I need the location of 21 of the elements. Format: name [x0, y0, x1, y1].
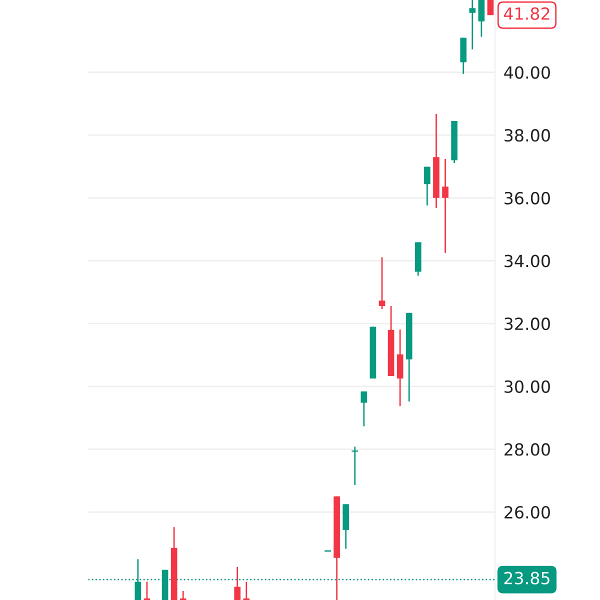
candlestick — [478, 0, 485, 38]
candlestick — [180, 590, 186, 600]
candlestick — [442, 158, 448, 254]
y-tick-label: 28.00 — [504, 443, 550, 456]
y-tick-label: 40.00 — [504, 66, 550, 79]
candlestick — [378, 256, 386, 310]
candlestick — [234, 566, 241, 600]
y-tick-label: 34.00 — [504, 254, 550, 268]
y-tick-label: 36.00 — [504, 192, 550, 204]
candlestick — [469, 0, 476, 50]
candlestick — [144, 581, 150, 600]
y-tick-label: 30.00 — [504, 380, 550, 393]
candlestick — [487, 0, 494, 16]
ref-line-label: 23.85 — [504, 572, 550, 584]
text: 41.82 — [504, 7, 550, 20]
y-tick-label: 38.00 — [504, 129, 550, 142]
candlestick — [243, 581, 250, 600]
y-tick-label: 32.00 — [504, 318, 550, 330]
candlestick — [424, 166, 430, 206]
y-tick-label: 26.00 — [504, 506, 550, 519]
candlestick — [360, 390, 368, 427]
